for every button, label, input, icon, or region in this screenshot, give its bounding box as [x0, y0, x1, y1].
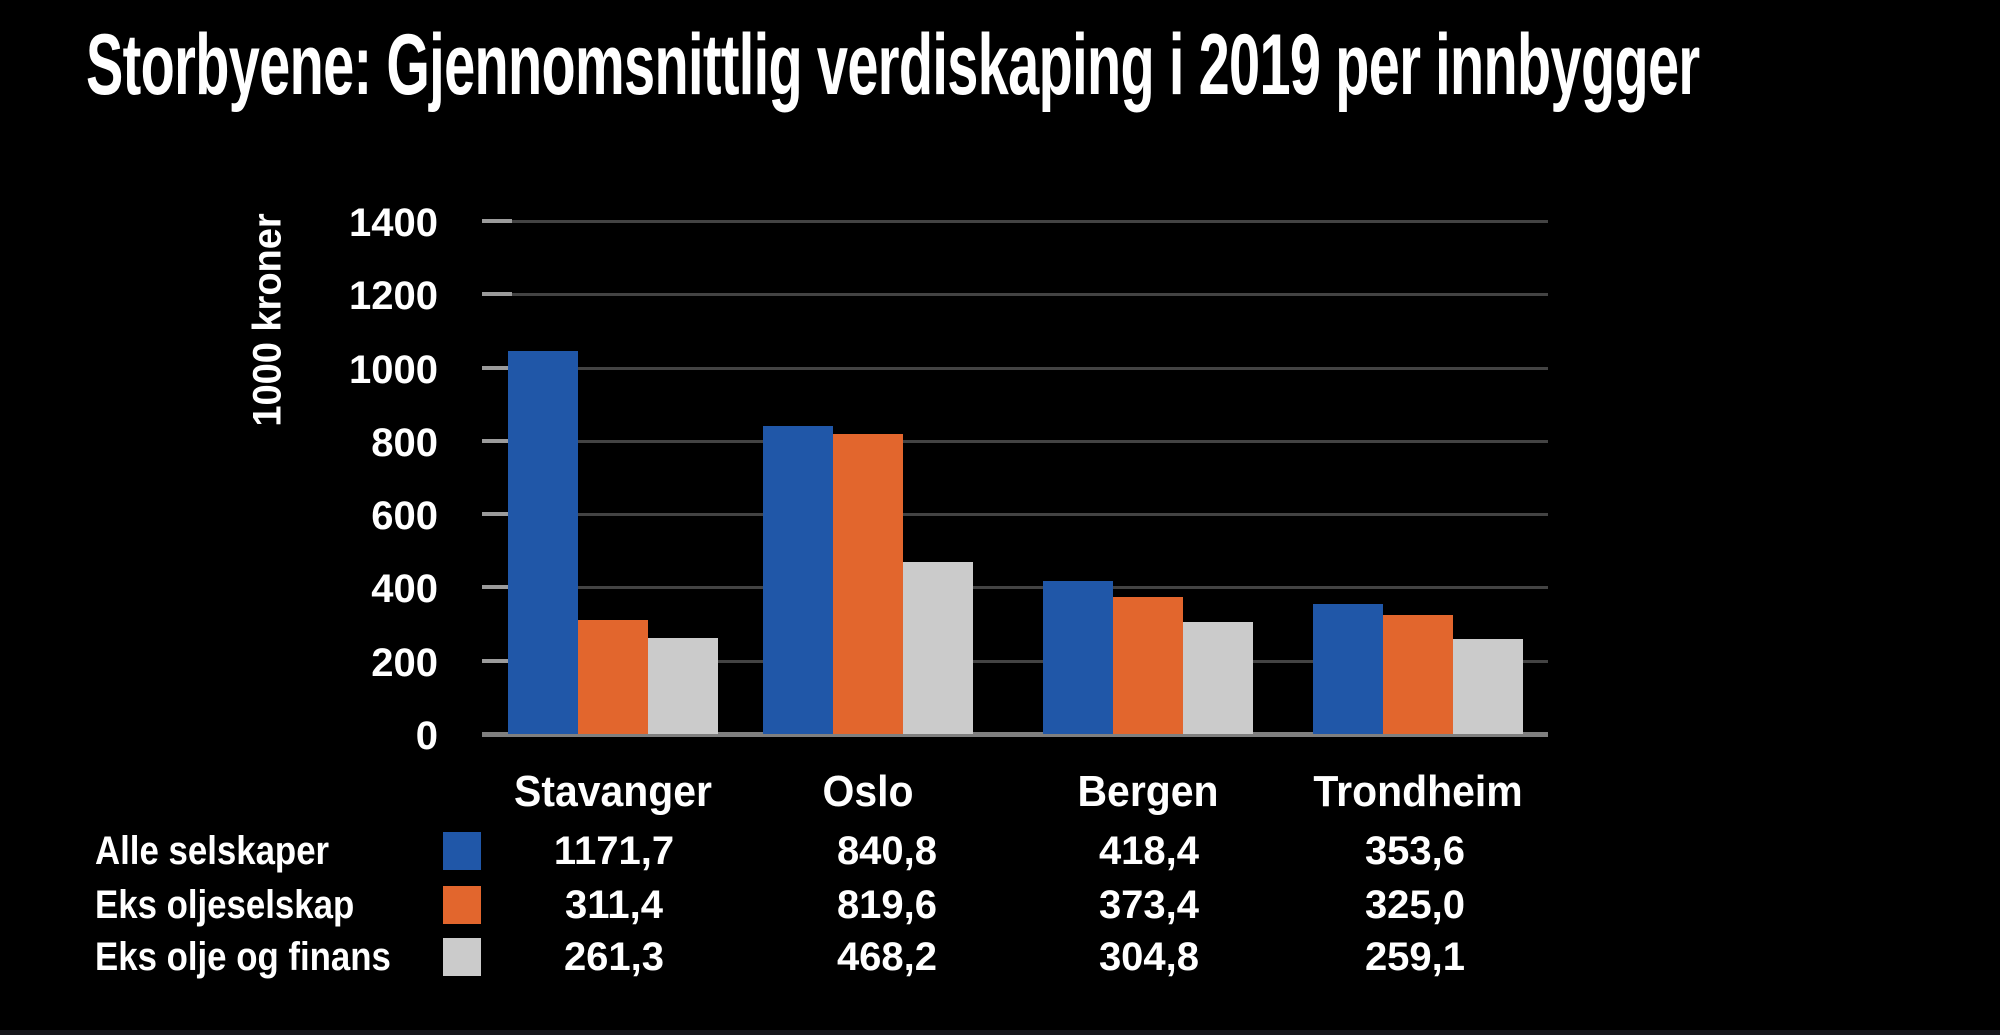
gridline-400	[482, 586, 1548, 589]
value-eks-olje-og-finans-stavanger: 261,3	[563, 935, 665, 979]
bar-eks-olje-og-finans-oslo	[903, 562, 973, 734]
gridline-600	[482, 513, 1548, 516]
y-tick-label-1000: 1000	[349, 348, 438, 392]
legend-label-eks-oljeselskap: Eks oljeselskap	[95, 883, 355, 927]
bar-eks-olje-og-finans-bergen	[1183, 622, 1253, 734]
value-eks-oljeselskap-oslo: 819,6	[836, 883, 938, 927]
y-tick-label-1400: 1400	[349, 201, 438, 245]
y-tick-mark-400	[482, 585, 512, 589]
value-alle-selskaper-stavanger: 1171,7	[553, 829, 675, 873]
y-tick-mark-1000	[482, 366, 512, 370]
x-axis-line	[482, 732, 1548, 737]
bar-eks-olje-og-finans-trondheim	[1453, 639, 1523, 734]
category-label-oslo: Oslo	[822, 767, 914, 816]
value-eks-olje-og-finans-bergen: 304,8	[1098, 935, 1200, 979]
y-axis-label: 1000 kroner	[245, 213, 290, 427]
bar-eks-olje-og-finans-stavanger	[648, 638, 718, 734]
value-eks-oljeselskap-bergen: 373,4	[1098, 883, 1200, 927]
legend-label-eks-olje-og-finans: Eks olje og finans	[95, 935, 391, 979]
y-tick-mark-600	[482, 512, 512, 516]
bar-eks-oljeselskap-bergen	[1113, 597, 1183, 734]
bar-alle-selskaper-trondheim	[1313, 604, 1383, 734]
chart-title: Storbyene: Gjennomsnittlig verdiskaping …	[86, 17, 1700, 113]
legend-swatch-eks-olje-og-finans	[443, 938, 481, 976]
legend-swatch-eks-oljeselskap	[443, 886, 481, 924]
gridline-1000	[482, 367, 1548, 370]
value-alle-selskaper-oslo: 840,8	[836, 829, 938, 873]
value-eks-olje-og-finans-oslo: 468,2	[836, 935, 938, 979]
legend-swatch-alle-selskaper	[443, 832, 481, 870]
gridline-1200	[482, 293, 1548, 296]
y-tick-label-0: 0	[415, 714, 438, 758]
gridline-800	[482, 440, 1548, 443]
y-tick-mark-1200	[482, 292, 512, 296]
category-label-bergen: Bergen	[1077, 767, 1219, 816]
bar-eks-oljeselskap-oslo	[833, 434, 903, 734]
bottom-edge-strip	[0, 1030, 2000, 1035]
y-tick-mark-200	[482, 659, 512, 663]
category-label-trondheim: Trondheim	[1313, 767, 1523, 816]
y-tick-label-200: 200	[371, 641, 438, 685]
bar-alle-selskaper-stavanger	[508, 351, 578, 734]
y-tick-label-400: 400	[371, 567, 438, 611]
value-eks-oljeselskap-stavanger: 311,4	[565, 883, 663, 927]
bar-alle-selskaper-oslo	[763, 426, 833, 734]
gridline-200	[482, 660, 1548, 663]
y-tick-mark-1400	[482, 219, 512, 223]
value-eks-olje-og-finans-trondheim: 259,1	[1364, 935, 1466, 979]
value-eks-oljeselskap-trondheim: 325,0	[1364, 883, 1466, 927]
y-tick-mark-800	[482, 439, 512, 443]
y-tick-label-800: 800	[371, 421, 438, 465]
value-alle-selskaper-trondheim: 353,6	[1364, 829, 1466, 873]
category-label-stavanger: Stavanger	[514, 767, 712, 816]
y-tick-label-1200: 1200	[349, 274, 438, 318]
bar-eks-oljeselskap-trondheim	[1383, 615, 1453, 734]
legend-label-alle-selskaper: Alle selskaper	[95, 829, 330, 873]
bar-alle-selskaper-bergen	[1043, 581, 1113, 734]
gridline-1400	[482, 220, 1548, 223]
bar-eks-oljeselskap-stavanger	[578, 620, 648, 734]
value-alle-selskaper-bergen: 418,4	[1098, 829, 1200, 873]
y-tick-label-600: 600	[371, 494, 438, 538]
